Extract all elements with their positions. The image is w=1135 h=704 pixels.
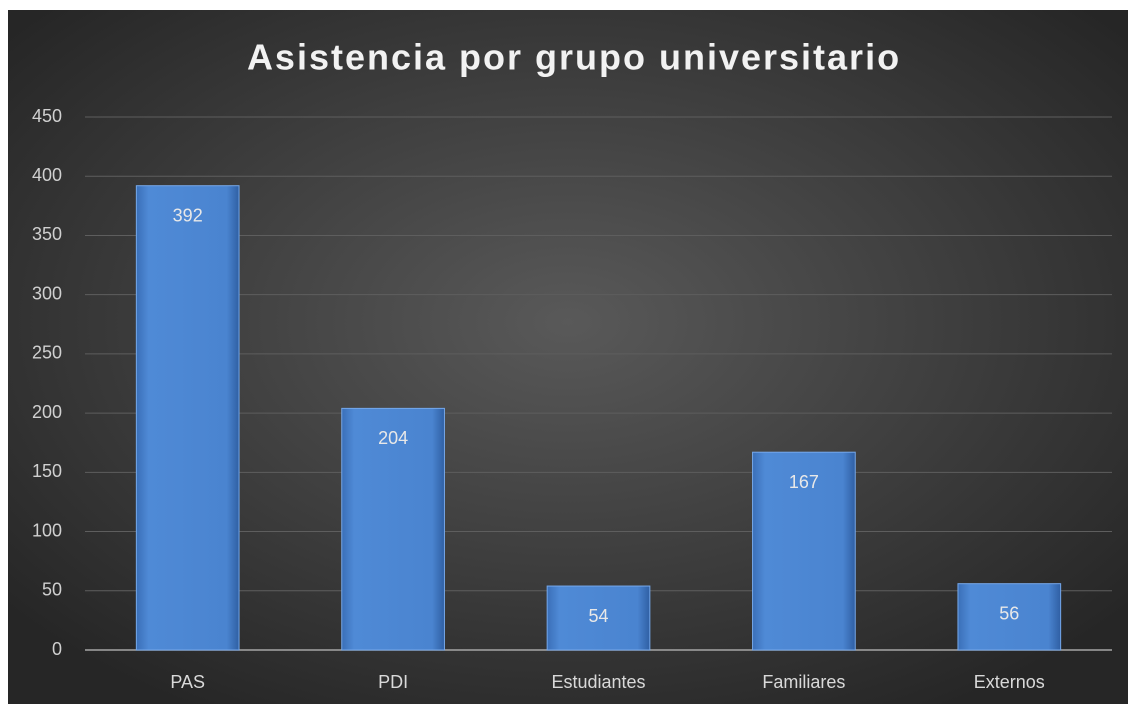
- data-label: 392: [173, 205, 203, 225]
- x-tick-label: PAS: [170, 672, 205, 692]
- y-tick-label: 400: [32, 165, 62, 185]
- x-tick-label: Estudiantes: [551, 672, 645, 692]
- chart-title: Asistencia por grupo universitario: [247, 37, 901, 78]
- y-tick-label: 300: [32, 283, 62, 303]
- data-label: 204: [378, 428, 408, 448]
- y-tick-label: 350: [32, 224, 62, 244]
- y-tick-label: 250: [32, 343, 62, 363]
- bar: [957, 583, 1062, 651]
- y-tick-label: 100: [32, 520, 62, 540]
- bar: [341, 407, 445, 651]
- data-label: 54: [588, 606, 608, 626]
- x-tick-label: Externos: [974, 672, 1045, 692]
- y-tick-label: 0: [52, 639, 62, 659]
- y-tick-label: 450: [32, 106, 62, 126]
- x-tick-label: Familiares: [762, 672, 845, 692]
- bar: [135, 185, 240, 651]
- data-label: 56: [999, 603, 1019, 623]
- data-label: 167: [789, 472, 819, 492]
- x-tick-label: PDI: [378, 672, 408, 692]
- y-tick-label: 200: [32, 402, 62, 422]
- y-tick-label: 150: [32, 461, 62, 481]
- bar: [546, 585, 651, 651]
- bar: [752, 451, 856, 651]
- y-tick-label: 50: [42, 580, 62, 600]
